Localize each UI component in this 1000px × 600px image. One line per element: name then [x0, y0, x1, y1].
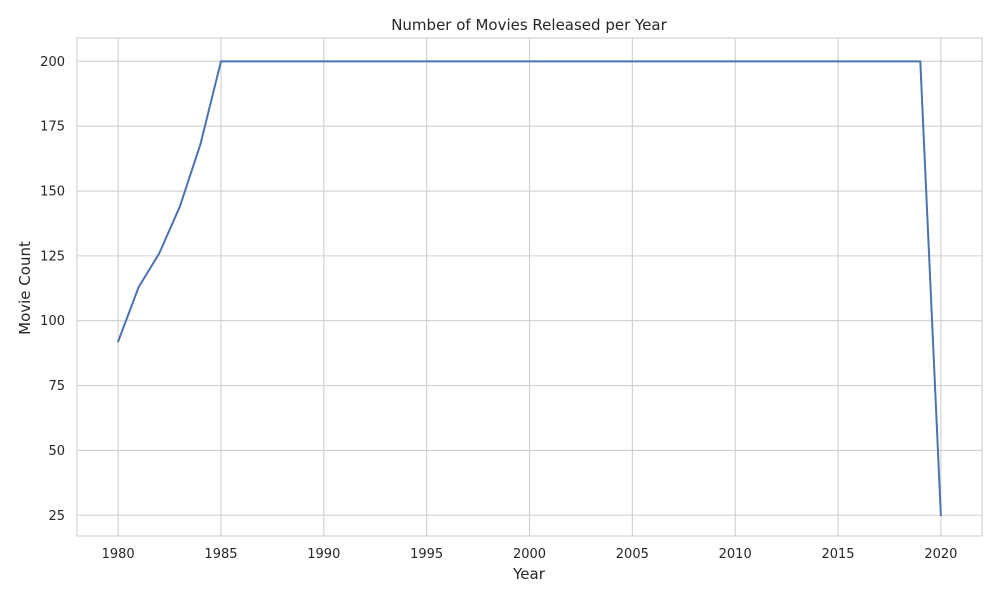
x-gridlines [117, 38, 942, 536]
y-tick-label: 50 [48, 444, 65, 459]
y-tick-label: 125 [40, 249, 65, 264]
x-tick-label: 2000 [513, 547, 546, 562]
y-tick-label: 75 [48, 379, 65, 394]
y-tick-label: 100 [40, 314, 65, 329]
x-tick-label: 1985 [204, 547, 237, 562]
y-tick-labels: 25 50 75 100 125 150 175 200 [40, 55, 65, 524]
y-tick-label: 150 [40, 185, 65, 200]
series-layer [117, 60, 942, 517]
y-tick-label: 175 [40, 120, 65, 135]
x-tick-label: 1980 [102, 547, 135, 562]
x-axis-title: Year [512, 565, 546, 583]
x-tick-labels: 1980 1985 1990 1995 2000 2005 2010 2015 2020 [102, 547, 958, 562]
plot-frame [76, 37, 983, 537]
series-line [117, 60, 942, 517]
chart-title: Number of Movies Released per Year [391, 16, 667, 34]
x-tick-label: 2005 [616, 547, 649, 562]
x-tick-label: 1995 [410, 547, 443, 562]
x-tick-label: 2015 [821, 547, 854, 562]
x-tick-label: 2010 [719, 547, 752, 562]
x-tick-label: 2020 [924, 547, 957, 562]
x-tick-label: 1990 [307, 547, 340, 562]
y-tick-label: 200 [40, 55, 65, 70]
y-tick-label: 25 [48, 509, 65, 524]
y-axis-title: Movie Count [16, 241, 34, 335]
